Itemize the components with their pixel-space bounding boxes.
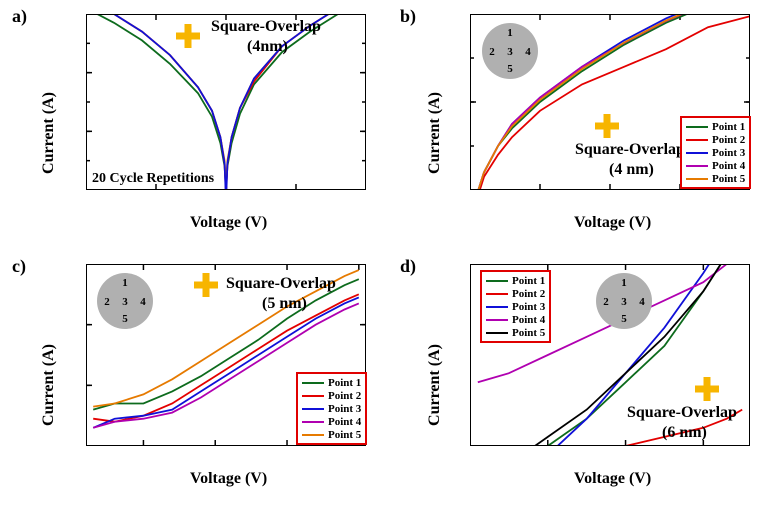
panel-a-title2: (4nm) — [247, 38, 288, 56]
panel-c-title2: (5 nm) — [262, 295, 307, 313]
panel-a-label: a) — [12, 6, 27, 27]
panel-a-title1: Square-Overlap — [211, 18, 321, 36]
panel-c-legend: Point 1Point 2Point 3Point 4Point 5 — [296, 372, 367, 445]
panel-c-label: c) — [12, 256, 26, 277]
probe-diagram: 1 2 3 4 5 — [592, 272, 656, 330]
probe-diagram: 1 2 3 4 5 — [478, 22, 542, 80]
panel-a-plot: -2-101210-1410-1210-1010-8 — [86, 14, 366, 190]
figure-grid: a) Current (A) -2-101210-1410-1210-1010-… — [0, 0, 766, 512]
cross-icon — [693, 375, 721, 403]
svg-text:2: 2 — [603, 296, 609, 308]
panel-b-xlabel: Voltage (V) — [574, 214, 651, 232]
panel-a-xlabel: Voltage (V) — [190, 214, 267, 232]
svg-text:5: 5 — [621, 313, 627, 325]
svg-text:1: 1 — [621, 277, 627, 289]
panel-b-label: b) — [400, 6, 416, 27]
panel-d-label: d) — [400, 256, 416, 277]
panel-c-xlabel: Voltage (V) — [190, 470, 267, 488]
panel-b-legend: Point 1Point 2Point 3Point 4Point 5 — [680, 116, 751, 189]
cross-icon — [192, 271, 220, 299]
svg-text:1: 1 — [122, 277, 128, 289]
panel-b-title2: (4 nm) — [609, 161, 654, 179]
panel-a-ylabel: Current (A) — [40, 92, 58, 174]
svg-text:3: 3 — [122, 296, 128, 308]
svg-text:2: 2 — [104, 296, 110, 308]
svg-text:3: 3 — [621, 296, 627, 308]
probe-diagram: 1 2 3 4 5 — [93, 272, 157, 330]
svg-text:2: 2 — [489, 46, 495, 58]
svg-text:5: 5 — [122, 313, 128, 325]
svg-text:4: 4 — [639, 296, 645, 308]
panel-b-title1: Square-Overlap — [575, 141, 685, 159]
svg-text:4: 4 — [140, 296, 146, 308]
svg-text:1: 1 — [507, 27, 513, 39]
panel-d-xlabel: Voltage (V) — [574, 470, 651, 488]
panel-d-ylabel: Current (A) — [426, 344, 444, 426]
svg-text:3: 3 — [507, 46, 513, 58]
panel-d-title2: (6 nm) — [662, 424, 707, 442]
cross-icon — [593, 112, 621, 140]
panel-a-footer: 20 Cycle Repetitions — [92, 171, 214, 187]
panel-d-title1: Square-Overlap — [627, 404, 737, 422]
panel-c-ylabel: Current (A) — [40, 344, 58, 426]
svg-text:5: 5 — [507, 63, 513, 75]
panel-a-svg: -2-101210-1410-1210-1010-8 — [86, 14, 366, 190]
panel-c-title1: Square-Overlap — [226, 275, 336, 293]
cross-icon — [174, 22, 202, 50]
panel-d-legend: Point 1Point 2Point 3Point 4Point 5 — [480, 270, 551, 343]
panel-b-ylabel: Current (A) — [426, 92, 444, 174]
svg-text:4: 4 — [525, 46, 531, 58]
